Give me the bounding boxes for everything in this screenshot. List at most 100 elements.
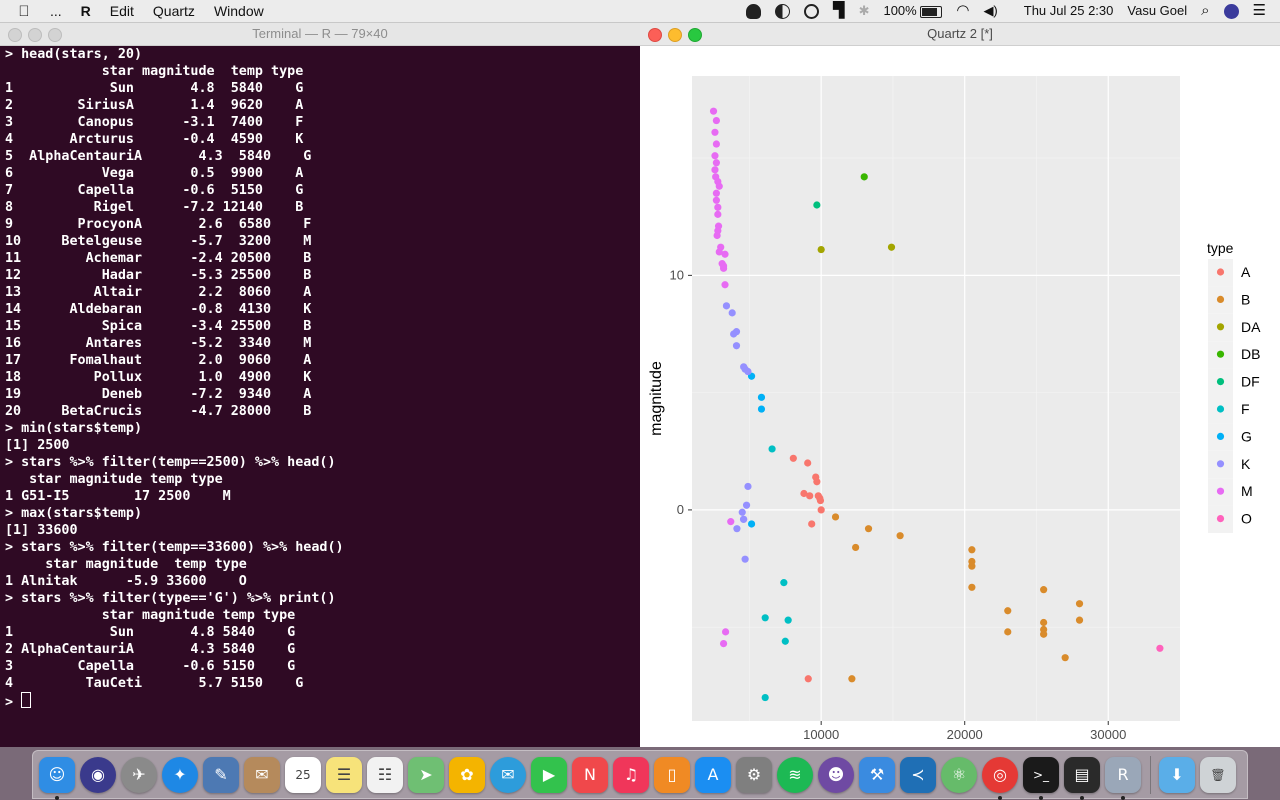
app-store-icon[interactable]: A [695,756,731,793]
data-point [709,107,718,115]
notes-icon[interactable]: ☰ [326,756,362,793]
terminal-command-line: > stars %>% filter(temp==2500) %>% head(… [5,455,336,470]
reminders-icon[interactable]: ☷ [367,756,403,793]
legend-swatch [1216,323,1225,331]
running-indicator [1121,795,1125,800]
data-point [784,616,792,624]
running-indicator [1039,795,1043,800]
data-point [711,166,719,174]
bluetooth-icon[interactable]: ✱ [858,3,870,18]
photos-icon[interactable]: ✿ [449,756,485,793]
notification-center-icon[interactable]: ☰ [1252,2,1266,19]
running-indicator [998,795,1002,800]
system-preferences-icon[interactable]: ⚙ [736,756,772,793]
siri-icon[interactable]: ◉ [80,756,116,793]
legend-label: O [1241,511,1252,527]
calendar-icon[interactable]: 25 [285,756,321,793]
trash-icon[interactable]: 🗑 [1200,756,1236,793]
zoom-button[interactable] [48,28,62,42]
preview-icon[interactable]: ✎ [203,756,239,793]
spotlight-search-icon[interactable]: ⌕ [1201,2,1210,19]
contacts-icon[interactable]: ✉ [244,756,280,793]
data-point [804,459,812,467]
menu-item-edit[interactable]: Edit [109,3,134,19]
safari-icon[interactable]: ✦ [162,756,198,793]
x-tick-label: 10000 [803,727,839,742]
quartz-titlebar[interactable]: Quartz 2 [*] [640,23,1280,46]
vpn-icon[interactable] [804,0,820,22]
maps-glyph: ➤ [419,765,433,784]
safari-glyph: ✦ [173,765,187,784]
terminal-output[interactable]: > head(stars, 20) star magnitude temp ty… [0,46,640,747]
vscode-icon[interactable]: ≺ [900,756,936,793]
data-point [732,342,741,350]
facetime-icon[interactable]: ▶ [531,756,567,793]
terminal-output-line: star magnitude temp type [5,472,223,487]
legend-swatch [1216,460,1225,468]
battery-icon [920,5,943,18]
apple-menu-icon[interactable]:  [14,3,34,20]
chrome-icon[interactable]: ◎ [982,756,1018,800]
r-quartz-icon[interactable]: R [1105,756,1141,800]
minimize-button[interactable] [28,28,42,42]
finder-icon[interactable]: ☺ [39,756,75,800]
reminders-glyph: ☷ [377,765,393,784]
quartz-window[interactable]: Quartz 2 [*] 100002000030000010tempmagni… [640,23,1280,747]
siri-menu-icon[interactable] [1223,0,1239,22]
terminal-title: Terminal — R — 79×40 [252,26,388,41]
data-point [740,515,748,523]
window-manager-icon[interactable]: ▜ [833,2,845,19]
terminal-output-line: 8 Rigel -7.2 12140 B [5,200,304,215]
x-tick-label: 30000 [1090,727,1126,742]
messages-icon[interactable]: ✉ [490,756,526,793]
menu-item-app-r[interactable]: R [80,3,91,19]
minimize-button[interactable] [668,28,682,42]
terminal-output-line: 1 Alnitak -5.9 33600 O [5,574,247,589]
github-icon[interactable]: ☻ [818,756,854,793]
close-button[interactable] [648,28,662,42]
downloads-folder-icon[interactable]: ⬇ [1159,756,1195,793]
user-name[interactable]: Vasu Goel [1127,3,1188,18]
books-icon[interactable]: ▯ [654,756,690,793]
console-icon[interactable]: ▤ [1064,756,1100,800]
legend-label: DA [1241,319,1261,335]
terminal-command-line: > head(stars, 20) [5,47,143,62]
volume-icon[interactable]: ◀) [983,3,998,18]
spotify-icon[interactable]: ≋ [777,756,813,793]
launchpad-icon[interactable]: ✈ [121,756,157,793]
data-point [800,489,808,498]
data-point [744,482,752,491]
terminal-prompt[interactable]: > [5,692,640,711]
data-point [1040,618,1048,627]
battery-status[interactable]: 100% [883,0,943,22]
zoom-button[interactable] [688,28,702,42]
maps-icon[interactable]: ➤ [408,756,444,793]
scatter-plot: 100002000030000010tempmagnitudetypeABDAD… [648,76,1261,742]
dock-separator [1150,755,1151,794]
data-point [848,675,856,683]
terminal-titlebar[interactable]: Terminal — R — 79×40 [0,23,640,46]
terminal-window[interactable]: Terminal — R — 79×40 > head(stars, 20) s… [0,23,640,747]
music-icon[interactable]: ♫ [613,756,649,793]
terminal-icon[interactable]: >_ [1023,756,1059,800]
menu-item-window[interactable]: Window [213,3,264,19]
news-icon[interactable]: N [572,756,608,793]
terminal-output-line: 3 Capella -0.6 5150 G [5,659,296,674]
data-point [1156,644,1164,652]
close-button[interactable] [8,28,22,42]
siri-glyph: ◉ [91,765,105,784]
clock[interactable]: Thu Jul 25 2:30 [1023,3,1114,18]
xcode-icon[interactable]: ⚒ [859,756,895,793]
menu-item-quartz[interactable]: Quartz [152,3,195,19]
contrast-icon[interactable] [775,0,791,22]
wifi-icon[interactable]: ◠ [956,2,970,19]
legend-swatch [1216,405,1225,413]
terminal-output-line: star magnitude temp type [5,64,304,79]
launchpad-glyph: ✈ [132,765,146,784]
incognito-icon[interactable] [746,0,762,22]
atom-icon[interactable]: ⚛ [941,756,977,793]
terminal-output-line: 19 Deneb -7.2 9340 A [5,387,312,402]
data-point [804,675,812,683]
prompt-symbol: > [5,695,22,710]
menu-item-more[interactable]: ... [50,3,62,19]
